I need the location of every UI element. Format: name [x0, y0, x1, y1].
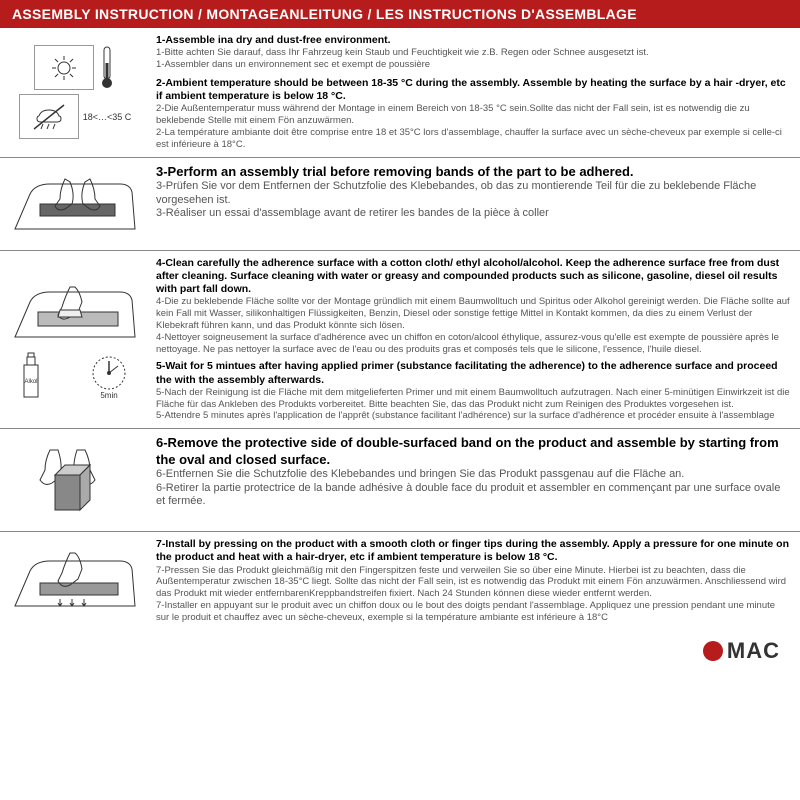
step4-de: 4-Die zu beklebende Fläche sollte vor de… — [156, 296, 790, 332]
sun-icon — [34, 45, 94, 90]
no-rain-icon — [19, 94, 79, 139]
text-col-1: 1-Assemble ina dry and dust-free environ… — [150, 28, 800, 157]
step2-title: 2-Ambient temperature should be between … — [156, 77, 790, 103]
svg-text:Alkol: Alkol — [24, 379, 37, 385]
step6-fr: 6-Retirer la partie protectrice de la ba… — [156, 482, 790, 510]
step7-title: 7-Install by pressing on the product wit… — [156, 538, 790, 564]
clock-5min-icon: 5min — [84, 351, 134, 401]
thermometer-icon — [98, 45, 116, 90]
trial-fit-icon — [10, 164, 140, 244]
logo-text: MAC — [727, 638, 780, 664]
alcohol-bottle-icon: Alkol — [16, 351, 46, 401]
step5-fr: 5-Attendre 5 minutes après l'application… — [156, 410, 790, 422]
icon-col-4: Alkol 5min — [0, 251, 150, 429]
temp-range-label: 18<…<35 C — [83, 112, 132, 122]
icon-col-6 — [0, 429, 150, 531]
logo-dot-icon — [703, 641, 723, 661]
text-col-7: 7-Install by pressing on the product wit… — [150, 532, 800, 630]
icon-col-7 — [0, 532, 150, 630]
icon-col-1: 18<…<35 C — [0, 28, 150, 157]
section-4-5: Alkol 5min 4-Clean carefully the adheren… — [0, 251, 800, 430]
section-1-2: 18<…<35 C 1-Assemble ina dry and dust-fr… — [0, 28, 800, 158]
text-col-3: 3-Perform an assembly trial before remov… — [150, 158, 800, 250]
text-col-6: 6-Remove the protective side of double-s… — [150, 429, 800, 531]
icon-col-3 — [0, 158, 150, 250]
step3-title: 3-Perform an assembly trial before remov… — [156, 164, 790, 180]
step5-title: 5-Wait for 5 mintues after having applie… — [156, 360, 790, 386]
brand-logo: MAC — [703, 638, 780, 664]
peel-tape-icon — [10, 435, 140, 525]
step4-fr: 4-Nettoyer soigneusement la surface d'ad… — [156, 332, 790, 356]
step2-de: 2-Die Außentemperatur muss während der M… — [156, 103, 790, 127]
page-title: ASSEMBLY INSTRUCTION / MONTAGEANLEITUNG … — [0, 0, 800, 28]
step3-de: 3-Prüfen Sie vor dem Entfernen der Schut… — [156, 180, 790, 208]
press-install-icon — [10, 541, 140, 621]
step1-fr: 1-Assembler dans un environnement sec et… — [156, 59, 790, 71]
step3-fr: 3-Réaliser un essai d'assemblage avant d… — [156, 207, 790, 221]
step6-title: 6-Remove the protective side of double-s… — [156, 435, 790, 468]
step1-de: 1-Bitte achten Sie darauf, dass Ihr Fahr… — [156, 47, 790, 59]
clean-surface-icon — [10, 277, 140, 347]
footer: MAC — [0, 630, 800, 672]
step2-fr: 2-La température ambiante doit être comp… — [156, 127, 790, 151]
text-col-4: 4-Clean carefully the adherence surface … — [150, 251, 800, 429]
step6-de: 6-Entfernen Sie die Schutzfolie des Kleb… — [156, 468, 790, 482]
step5-de: 5-Nach der Reinigung ist die Fläche mit … — [156, 387, 790, 411]
section-6: 6-Remove the protective side of double-s… — [0, 429, 800, 532]
step4-title: 4-Clean carefully the adherence surface … — [156, 257, 790, 296]
section-3: 3-Perform an assembly trial before remov… — [0, 158, 800, 251]
step7-de: 7-Pressen Sie das Produkt gleichmäßig mi… — [156, 565, 790, 601]
section-7: 7-Install by pressing on the product wit… — [0, 532, 800, 630]
svg-text:5min: 5min — [100, 391, 117, 400]
step1-title: 1-Assemble ina dry and dust-free environ… — [156, 34, 790, 47]
step7-fr: 7-Installer en appuyant sur le produit a… — [156, 600, 790, 624]
